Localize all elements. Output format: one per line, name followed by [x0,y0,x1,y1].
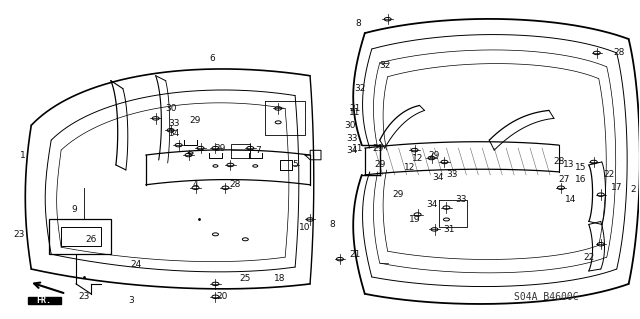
Text: 31: 31 [444,225,455,234]
Text: 21: 21 [349,104,360,113]
Text: S04A B4600C: S04A B4600C [514,292,579,302]
Text: 14: 14 [565,195,577,204]
Text: 18: 18 [275,274,286,284]
Bar [49,219,111,254]
Text: 21: 21 [349,250,360,259]
Text: 8: 8 [329,220,335,229]
Text: 1: 1 [20,151,26,160]
Text: FR.: FR. [36,296,51,305]
Text: 16: 16 [575,175,587,184]
Text: 34: 34 [346,145,358,155]
Text: 26: 26 [85,235,97,244]
Text: 19: 19 [409,215,420,224]
Text: 20: 20 [217,292,228,301]
Text: 33: 33 [447,170,458,179]
Text: 23: 23 [13,230,25,239]
Bar [61,227,101,246]
Text: 29: 29 [374,160,385,169]
Text: 27: 27 [558,175,570,184]
Text: 11: 11 [352,144,364,152]
Text: 25: 25 [239,274,251,284]
Text: 3: 3 [128,296,134,305]
Text: 29: 29 [372,144,383,152]
Text: 28: 28 [613,48,625,57]
Text: 28: 28 [553,158,564,167]
Text: 23: 23 [78,292,90,301]
Text: 12: 12 [412,153,423,162]
Text: 33: 33 [346,134,358,143]
FancyBboxPatch shape [28,297,61,304]
Text: 13: 13 [563,160,575,169]
Text: 22: 22 [583,253,595,262]
Text: 11: 11 [349,108,360,117]
Text: 15: 15 [575,163,587,173]
Text: 8: 8 [355,19,361,28]
Text: 5: 5 [292,160,298,169]
Text: 34: 34 [426,200,437,209]
Text: 28: 28 [230,180,241,189]
Text: 22: 22 [603,170,614,179]
Text: 9: 9 [71,205,77,214]
Text: 32: 32 [354,84,365,93]
Text: 29: 29 [190,116,201,125]
Text: 33: 33 [168,119,179,128]
Text: 30: 30 [165,104,177,113]
Text: 29: 29 [429,151,440,160]
Text: 34: 34 [432,173,443,182]
Text: 10: 10 [300,223,311,232]
Text: 34: 34 [168,129,179,138]
Text: 17: 17 [611,183,623,192]
Text: 32: 32 [379,61,390,70]
Text: 33: 33 [456,195,467,204]
Text: 24: 24 [130,260,141,269]
Text: 30: 30 [344,121,356,130]
Text: 29: 29 [215,144,226,152]
Text: 7: 7 [255,145,261,155]
Text: 12: 12 [404,163,415,173]
Text: 29: 29 [392,190,403,199]
Text: 2: 2 [631,185,636,194]
Text: 4: 4 [193,180,198,189]
Text: 6: 6 [209,54,215,63]
